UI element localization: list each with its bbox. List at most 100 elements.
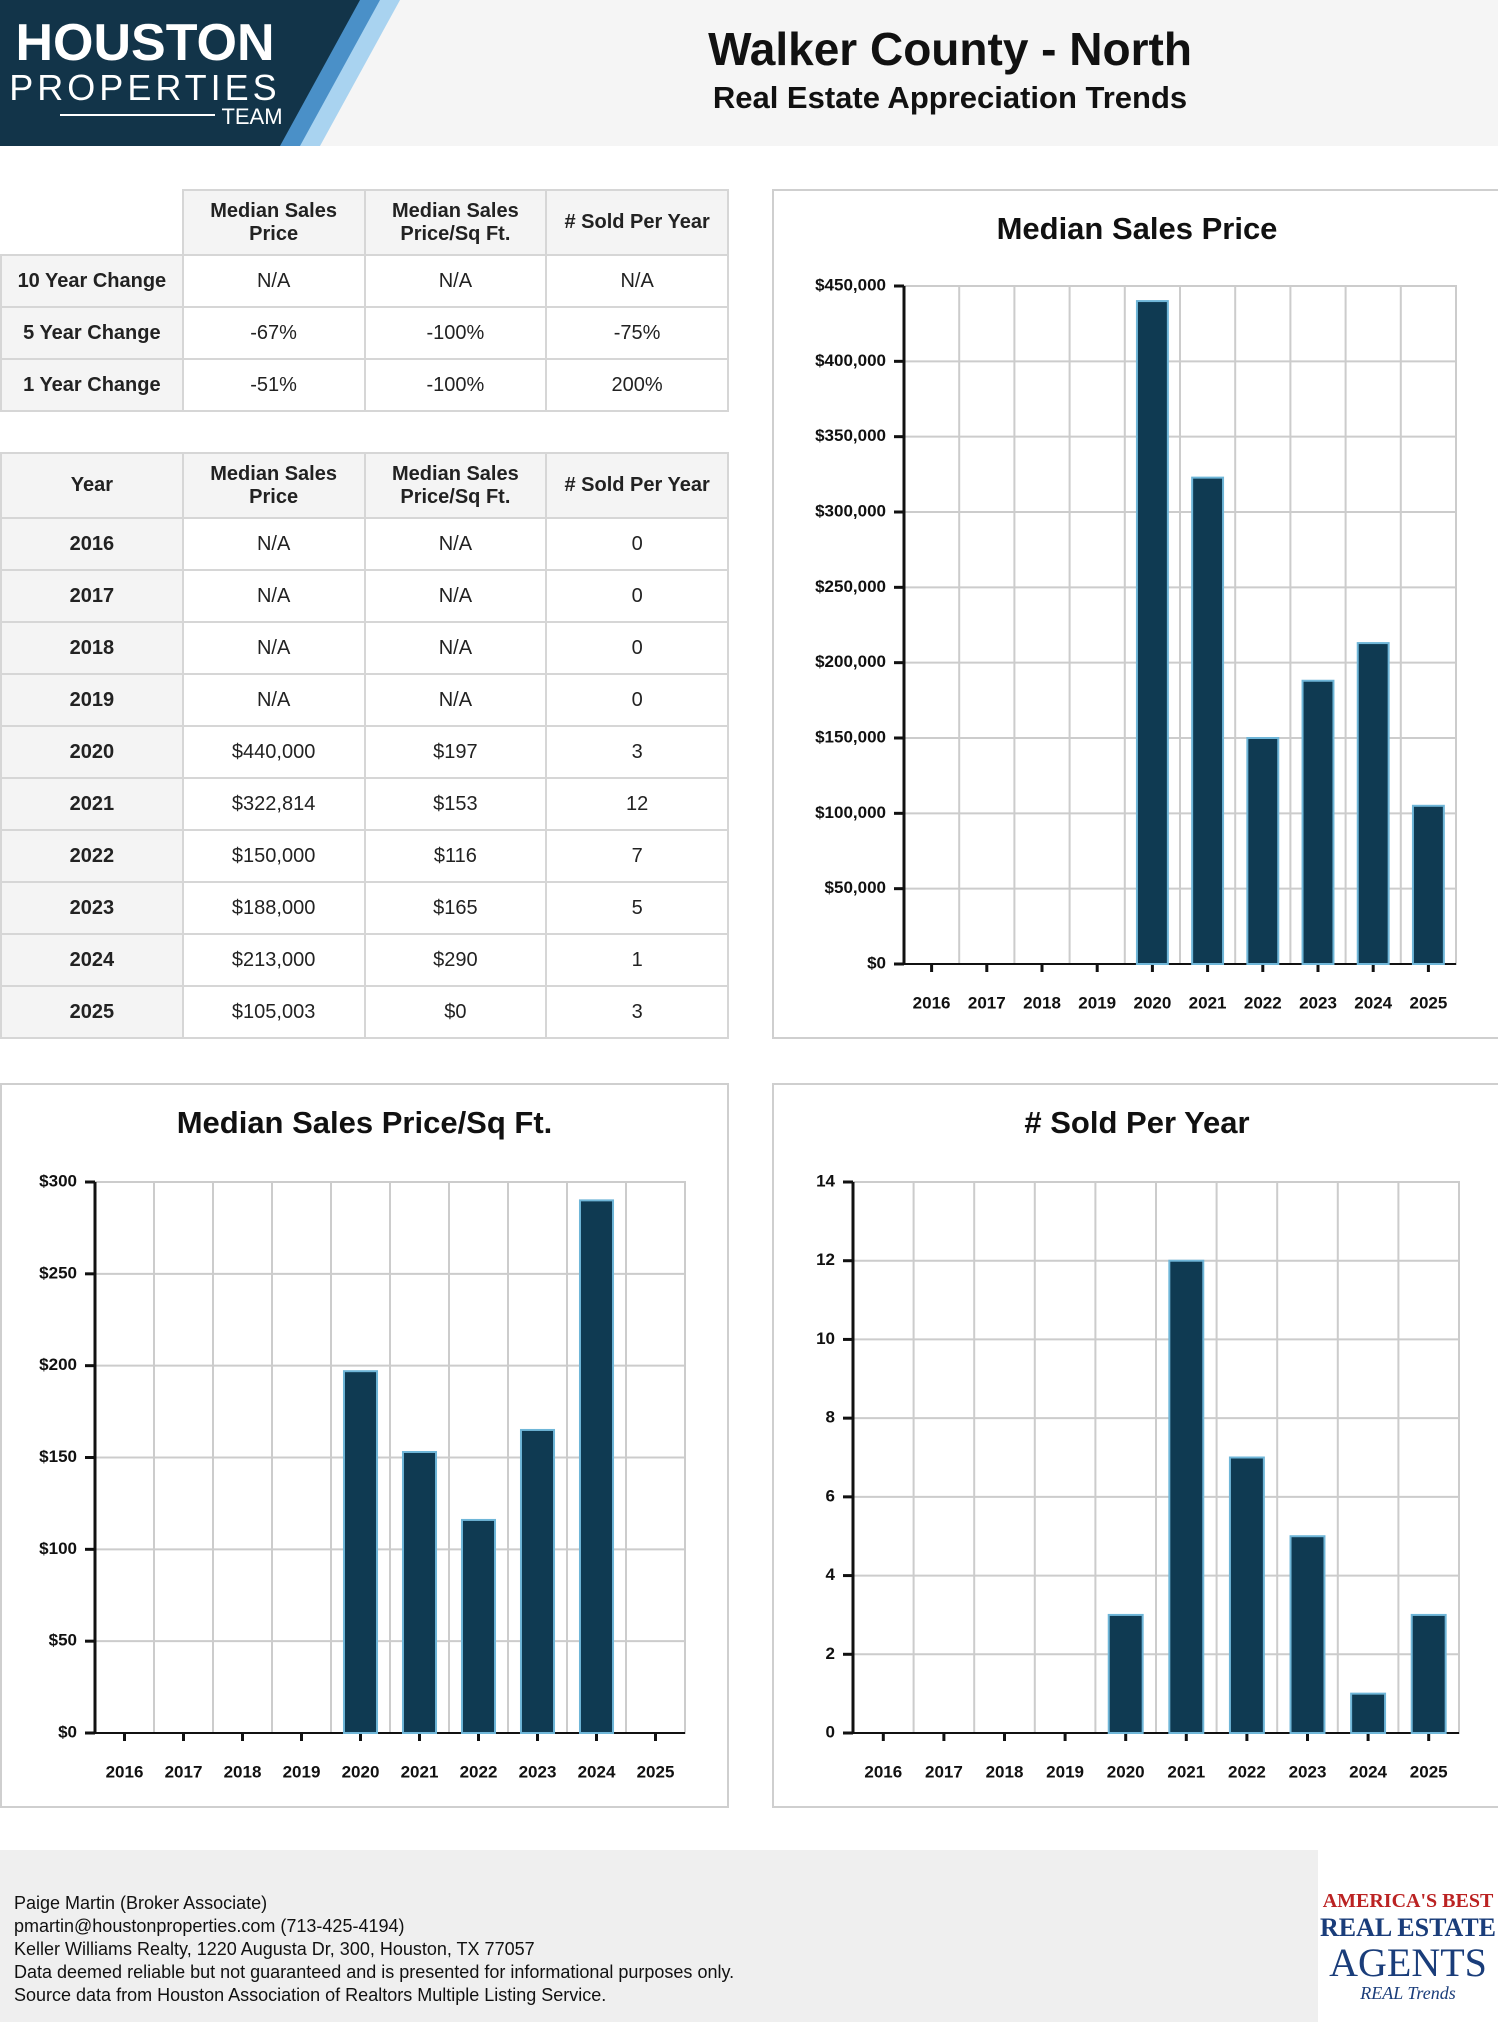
column-header: # Sold Per Year: [545, 189, 729, 256]
table-cell: $213,000: [181, 933, 366, 987]
table-row: 2021 $322,814 $153 12: [0, 777, 729, 831]
y-tick-label: $300: [39, 1171, 77, 1190]
table-row: 2020 $440,000 $197 3: [0, 725, 729, 779]
x-tick-label: 2018: [1023, 993, 1061, 1012]
table-cell: $440,000: [181, 725, 366, 779]
chart-title: # Sold Per Year: [1024, 1105, 1249, 1140]
chart-title: Median Sales Price/Sq Ft.: [177, 1105, 553, 1140]
chart-panel: Median Sales Price $0 $50,000 $100,000 $150,…: [772, 189, 1498, 1039]
table-cell: -100%: [363, 358, 548, 412]
table-cell: 12: [545, 777, 729, 831]
row-label: 2020: [0, 725, 184, 779]
table-row: 2025 $105,003 $0 3: [0, 985, 729, 1039]
table-cell: $0: [363, 985, 548, 1039]
table-cell: $290: [363, 933, 548, 987]
column-header: Year: [0, 452, 184, 519]
bar: [1246, 737, 1280, 965]
logo: HOUSTON PROPERTIES TEAM: [0, 0, 400, 146]
summary-table: Median Sales Price Median Sales Price/Sq …: [0, 189, 729, 412]
column-header: Median Sales Price: [181, 452, 366, 519]
row-label: 2019: [0, 673, 184, 727]
table-cell: N/A: [181, 517, 366, 571]
x-tick-label: 2019: [283, 1762, 321, 1781]
table-cell: 0: [545, 621, 729, 675]
table-cell: N/A: [363, 673, 548, 727]
x-tick-label: 2024: [1354, 993, 1392, 1012]
header-row: Year Median Sales Price Median Sales Price…: [0, 452, 729, 519]
row-label: 2023: [0, 881, 184, 935]
x-tick-label: 2020: [1133, 993, 1171, 1012]
footer-line: Paige Martin (Broker Associate): [14, 1893, 268, 1913]
table-cell: N/A: [181, 569, 366, 623]
bar: [578, 1199, 615, 1735]
x-tick-label: 2024: [578, 1762, 616, 1781]
y-tick-label: $150: [39, 1447, 77, 1466]
bar: [1135, 300, 1169, 966]
footer-line: Source data from Houston Association of …: [14, 1985, 607, 2005]
row-label: 2018: [0, 621, 184, 675]
bar: [1107, 1613, 1144, 1735]
table-cell: N/A: [363, 517, 548, 571]
table-row: 2019 N/A N/A 0: [0, 673, 729, 727]
table-row: 2016 N/A N/A 0: [0, 517, 729, 571]
x-tick-label: 2021: [1167, 1762, 1205, 1781]
row-label: 2022: [0, 829, 184, 883]
header: HOUSTON PROPERTIES TEAM Walker County - …: [0, 0, 1498, 146]
badge-text: AGENTS: [1329, 1940, 1487, 1985]
bar: [1289, 1535, 1326, 1735]
table-cell: -75%: [545, 306, 729, 360]
table-cell: $197: [363, 725, 548, 779]
y-tick-label: 14: [816, 1171, 835, 1190]
row-label: 2024: [0, 933, 184, 987]
y-tick-label: $400,000: [815, 351, 886, 370]
y-tick-label: 0: [826, 1722, 835, 1741]
x-tick-label: 2025: [637, 1762, 675, 1781]
y-tick-label: 6: [826, 1486, 835, 1505]
x-tick-label: 2021: [401, 1762, 439, 1781]
x-tick-label: 2016: [864, 1762, 902, 1781]
y-tick-label: $200,000: [815, 652, 886, 671]
table-cell: 3: [545, 985, 729, 1039]
y-tick-label: $250: [39, 1263, 77, 1282]
x-tick-label: 2017: [925, 1762, 963, 1781]
table-cell: $105,003: [181, 985, 366, 1039]
table-cell: 7: [545, 829, 729, 883]
table-cell: N/A: [181, 621, 366, 675]
table-cell: 200%: [545, 358, 729, 412]
bar: [519, 1428, 556, 1734]
table-cell: -100%: [363, 306, 548, 360]
y-tick-label: 4: [826, 1565, 836, 1584]
y-tick-label: $0: [58, 1722, 77, 1741]
footer: Paige Martin (Broker Associate) pmartin@h…: [0, 1850, 1498, 2022]
chart: # Sold Per Year 0 2 4 6 8 10 12 14 2016 2017 2018 20…: [816, 1105, 1460, 1781]
x-tick-label: 2020: [1107, 1762, 1145, 1781]
logo-text: PROPERTIES: [9, 67, 280, 108]
y-tick-label: 2: [826, 1644, 835, 1663]
x-tick-label: 2025: [1410, 1762, 1448, 1781]
x-tick-label: 2018: [224, 1762, 262, 1781]
x-tick-label: 2022: [460, 1762, 498, 1781]
badge-text: AMERICA'S BEST: [1322, 1890, 1494, 1912]
x-tick-label: 2019: [1046, 1762, 1084, 1781]
y-tick-label: $450,000: [815, 275, 886, 294]
y-tick-label: $0: [867, 953, 886, 972]
table-cell: 1: [545, 933, 729, 987]
x-tick-label: 2023: [1299, 993, 1337, 1012]
x-tick-label: 2022: [1228, 1762, 1266, 1781]
table-row: 2017 N/A N/A 0: [0, 569, 729, 623]
x-tick-label: 2016: [106, 1762, 144, 1781]
x-tick-label: 2025: [1409, 993, 1447, 1012]
row-label: 10 Year Change: [0, 254, 184, 308]
column-header: Median Sales Price/Sq Ft.: [363, 189, 548, 256]
corner-cell: [0, 189, 184, 256]
table-cell: N/A: [545, 254, 729, 308]
y-tick-label: 10: [816, 1329, 835, 1348]
chart: Median Sales Price $0 $50,000 $100,000 $150,…: [815, 211, 1457, 1012]
column-header: Median Sales Price/Sq Ft.: [363, 452, 548, 519]
table-cell: 0: [545, 517, 729, 571]
bar: [342, 1370, 379, 1734]
bar: [1191, 476, 1225, 965]
footer-text: Paige Martin (Broker Associate) pmartin@h…: [14, 1892, 734, 2007]
chart: Median Sales Price/Sq Ft. $0 $50 $100 $150 $2…: [39, 1105, 686, 1781]
table-cell: N/A: [363, 569, 548, 623]
